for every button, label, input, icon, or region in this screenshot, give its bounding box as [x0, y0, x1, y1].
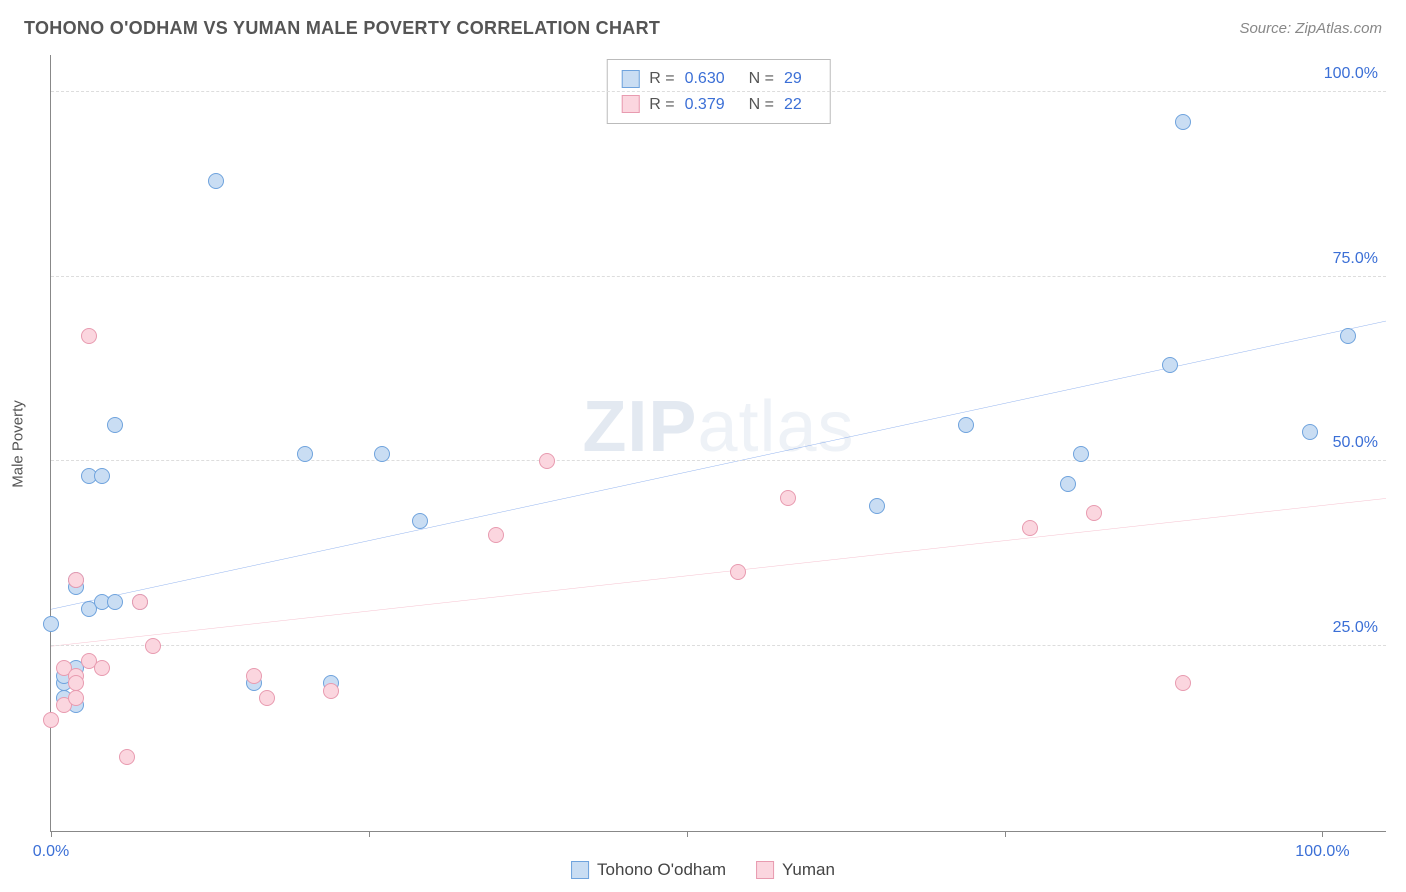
data-point — [1302, 424, 1318, 440]
data-point — [1022, 520, 1038, 536]
trend-line — [51, 321, 1386, 609]
r-value: 0.630 — [685, 66, 725, 92]
legend-label: Tohono O'odham — [597, 860, 726, 880]
x-tick — [369, 831, 370, 837]
r-label: R = — [649, 92, 674, 118]
gridline — [51, 645, 1386, 646]
gridline — [51, 460, 1386, 461]
data-point — [107, 417, 123, 433]
n-label: N = — [749, 92, 774, 118]
data-point — [246, 668, 262, 684]
data-point — [259, 690, 275, 706]
data-point — [323, 683, 339, 699]
gridline — [51, 276, 1386, 277]
data-point — [1086, 505, 1102, 521]
x-tick — [1322, 831, 1323, 837]
plot-area: Male Poverty ZIPatlas R =0.630N =29R =0.… — [50, 55, 1386, 832]
gridline — [51, 91, 1386, 92]
data-point — [43, 712, 59, 728]
r-label: R = — [649, 66, 674, 92]
y-tick-label: 50.0% — [1333, 434, 1378, 452]
data-point — [1175, 114, 1191, 130]
data-point — [145, 638, 161, 654]
legend-row: R = 0.630 N = 29 — [621, 66, 816, 92]
chart-title: TOHONO O'ODHAM VS YUMAN MALE POVERTY COR… — [24, 18, 660, 39]
r-value: 0.379 — [685, 92, 725, 118]
y-tick-label: 75.0% — [1333, 250, 1378, 268]
data-point — [1340, 328, 1356, 344]
trend-lines — [51, 55, 1386, 831]
n-value: 22 — [784, 92, 802, 118]
legend-swatch — [621, 70, 639, 88]
legend-label: Yuman — [782, 860, 835, 880]
legend-swatch — [756, 861, 774, 879]
data-point — [1073, 446, 1089, 462]
x-tick-label: 100.0% — [1295, 843, 1349, 861]
data-point — [94, 468, 110, 484]
legend-swatch — [621, 95, 639, 113]
data-point — [780, 490, 796, 506]
data-point — [68, 675, 84, 691]
x-tick — [51, 831, 52, 837]
legend-item: Tohono O'odham — [571, 860, 726, 880]
data-point — [68, 572, 84, 588]
data-point — [297, 446, 313, 462]
data-point — [539, 453, 555, 469]
data-point — [119, 749, 135, 765]
x-tick — [687, 831, 688, 837]
legend-swatch — [571, 861, 589, 879]
data-point — [488, 527, 504, 543]
legend-item: Yuman — [756, 860, 835, 880]
data-point — [94, 660, 110, 676]
series-legend: Tohono O'odham Yuman — [571, 860, 835, 880]
data-point — [1162, 357, 1178, 373]
data-point — [107, 594, 123, 610]
data-point — [132, 594, 148, 610]
y-axis-label: Male Poverty — [10, 400, 27, 488]
data-point — [43, 616, 59, 632]
data-point — [1060, 476, 1076, 492]
data-point — [412, 513, 428, 529]
n-label: N = — [749, 66, 774, 92]
y-tick-label: 25.0% — [1333, 619, 1378, 637]
n-value: 29 — [784, 66, 802, 92]
legend-row: R = 0.379 N = 22 — [621, 92, 816, 118]
data-point — [1175, 675, 1191, 691]
x-tick — [1005, 831, 1006, 837]
y-tick-label: 100.0% — [1324, 65, 1378, 83]
source-label: Source: ZipAtlas.com — [1239, 20, 1382, 37]
data-point — [374, 446, 390, 462]
data-point — [208, 173, 224, 189]
data-point — [68, 690, 84, 706]
data-point — [869, 498, 885, 514]
x-tick-label: 0.0% — [33, 843, 69, 861]
data-point — [730, 564, 746, 580]
data-point — [81, 328, 97, 344]
trend-line — [51, 498, 1386, 646]
watermark: ZIPatlas — [582, 386, 854, 468]
data-point — [958, 417, 974, 433]
